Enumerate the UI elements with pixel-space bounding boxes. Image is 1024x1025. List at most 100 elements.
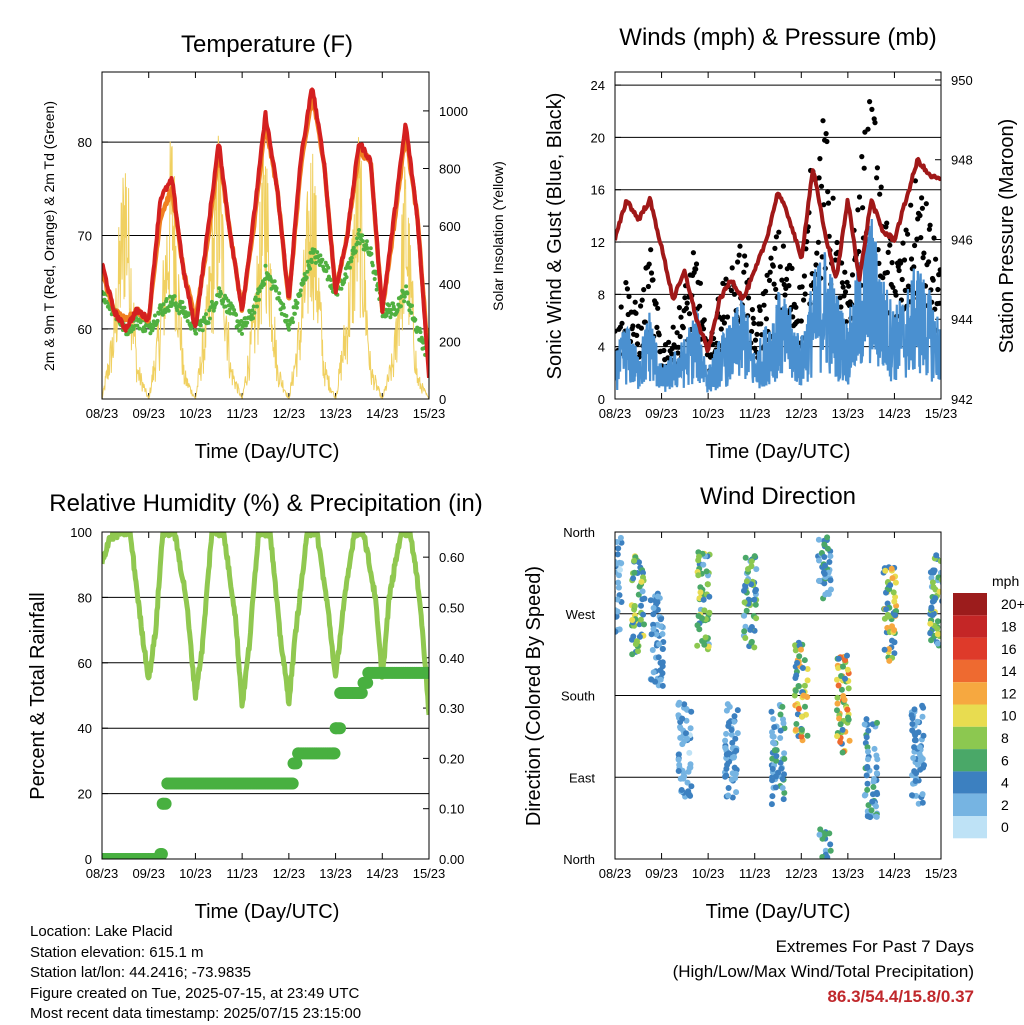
humidity-ytick-right-label: 0.40	[439, 651, 464, 666]
dewpoint-point	[197, 327, 202, 332]
direction-point	[679, 715, 686, 722]
direction-point	[892, 579, 899, 586]
dewpoint-point	[135, 323, 140, 328]
temperature-xtick-label: 08/23	[86, 406, 119, 421]
direction-point	[615, 545, 622, 552]
gust-point	[768, 255, 774, 261]
gust-point	[872, 120, 878, 126]
direction-point	[677, 725, 684, 732]
gust-point	[623, 280, 629, 286]
dewpoint-point	[180, 300, 185, 305]
gust-point	[624, 286, 631, 292]
legend-swatch	[953, 704, 987, 727]
direction-point	[799, 665, 806, 671]
direction-point	[795, 683, 802, 689]
dewpoint-point	[349, 259, 354, 264]
direction-point	[919, 791, 926, 798]
direction-point	[618, 539, 625, 546]
winds-xtick-label: 12/23	[785, 406, 818, 421]
direction-point	[606, 536, 612, 542]
winds-xtick-label: 10/23	[692, 406, 725, 421]
direction-point	[681, 701, 688, 708]
dewpoint-point	[389, 307, 394, 312]
gust-point	[771, 281, 777, 287]
direction-point	[694, 642, 701, 649]
gust-point	[902, 287, 908, 293]
direction-point	[873, 789, 880, 796]
direction-point	[769, 733, 776, 740]
direction-xtick-label: 11/23	[739, 866, 771, 881]
gust-point	[676, 344, 682, 350]
direction-point	[933, 552, 940, 559]
gust-point	[638, 303, 644, 309]
dewpoint-point	[291, 305, 296, 310]
temperature-xtick-label: 14/23	[366, 406, 399, 421]
winds-xtick-label: 09/23	[645, 406, 678, 421]
gust-point	[670, 324, 676, 330]
direction-point	[698, 615, 705, 622]
precip-step-point	[329, 722, 342, 735]
gust-point	[745, 295, 752, 301]
gust-point	[930, 277, 936, 283]
temperature-xtick-label: 11/23	[226, 406, 258, 421]
gust-point	[912, 242, 918, 249]
direction-point	[917, 753, 924, 760]
dewpoint-point	[285, 318, 290, 323]
direction-xtick-label: 10/23	[692, 866, 725, 881]
humidity-frame	[101, 531, 430, 860]
direction-point	[887, 582, 894, 589]
gust-point	[839, 280, 846, 286]
temperature-ylabel: 2m & 9m T (Red, Orange) & 2m Td (Green)	[41, 101, 57, 371]
direction-point	[865, 756, 871, 763]
gust-point	[841, 293, 847, 299]
gust-point	[648, 270, 655, 276]
direction-point	[629, 651, 636, 658]
gust-point	[802, 291, 808, 297]
dewpoint-point	[209, 299, 214, 304]
gust-point	[634, 341, 641, 347]
gust-point	[856, 194, 863, 200]
direction-point	[609, 588, 615, 594]
dewpoint-point	[374, 287, 379, 292]
temperature-xtick-label: 12/23	[273, 406, 306, 421]
dewpoint-point	[234, 312, 239, 317]
direction-point	[768, 801, 775, 808]
gust-point	[801, 273, 808, 279]
temperature-frame	[101, 71, 430, 400]
direction-point	[864, 763, 871, 770]
winds-xtick-label: 13/23	[832, 406, 865, 421]
direction-point	[659, 631, 666, 637]
dewpoint-point	[198, 323, 203, 328]
gust-point	[919, 195, 925, 201]
direction-point	[723, 730, 730, 737]
direction-point	[862, 791, 869, 798]
winds-ytick-label: 20	[591, 130, 605, 145]
dewpoint-point	[360, 239, 365, 244]
winds-frame	[614, 71, 942, 400]
temperature-xtick-label: 13/23	[319, 406, 352, 421]
direction-point	[863, 734, 870, 741]
winds-ytick-label: 8	[598, 287, 605, 302]
direction-point	[835, 682, 842, 689]
dewpoint-point	[308, 266, 312, 271]
direction-point	[845, 685, 852, 692]
direction-point	[768, 708, 775, 715]
humidity-xlabel: Time (Day/UTC)	[195, 901, 340, 923]
direction-point	[930, 584, 937, 591]
dewpoint-point	[272, 279, 277, 284]
direction-point	[771, 724, 778, 731]
direction-point	[650, 626, 657, 632]
direction-point	[781, 755, 788, 762]
gust-point	[742, 253, 748, 259]
dewpoint-point	[274, 286, 279, 291]
dewpoint-point	[320, 257, 325, 262]
direction-point	[827, 841, 834, 848]
direction-point	[838, 686, 845, 693]
direction-point	[657, 676, 664, 683]
precip-step-point	[154, 848, 167, 859]
direction-point	[827, 577, 834, 584]
humidity-xtick-label: 11/23	[226, 866, 258, 881]
direction-point	[615, 551, 621, 558]
direction-point	[753, 566, 760, 573]
direction-point	[834, 676, 840, 683]
